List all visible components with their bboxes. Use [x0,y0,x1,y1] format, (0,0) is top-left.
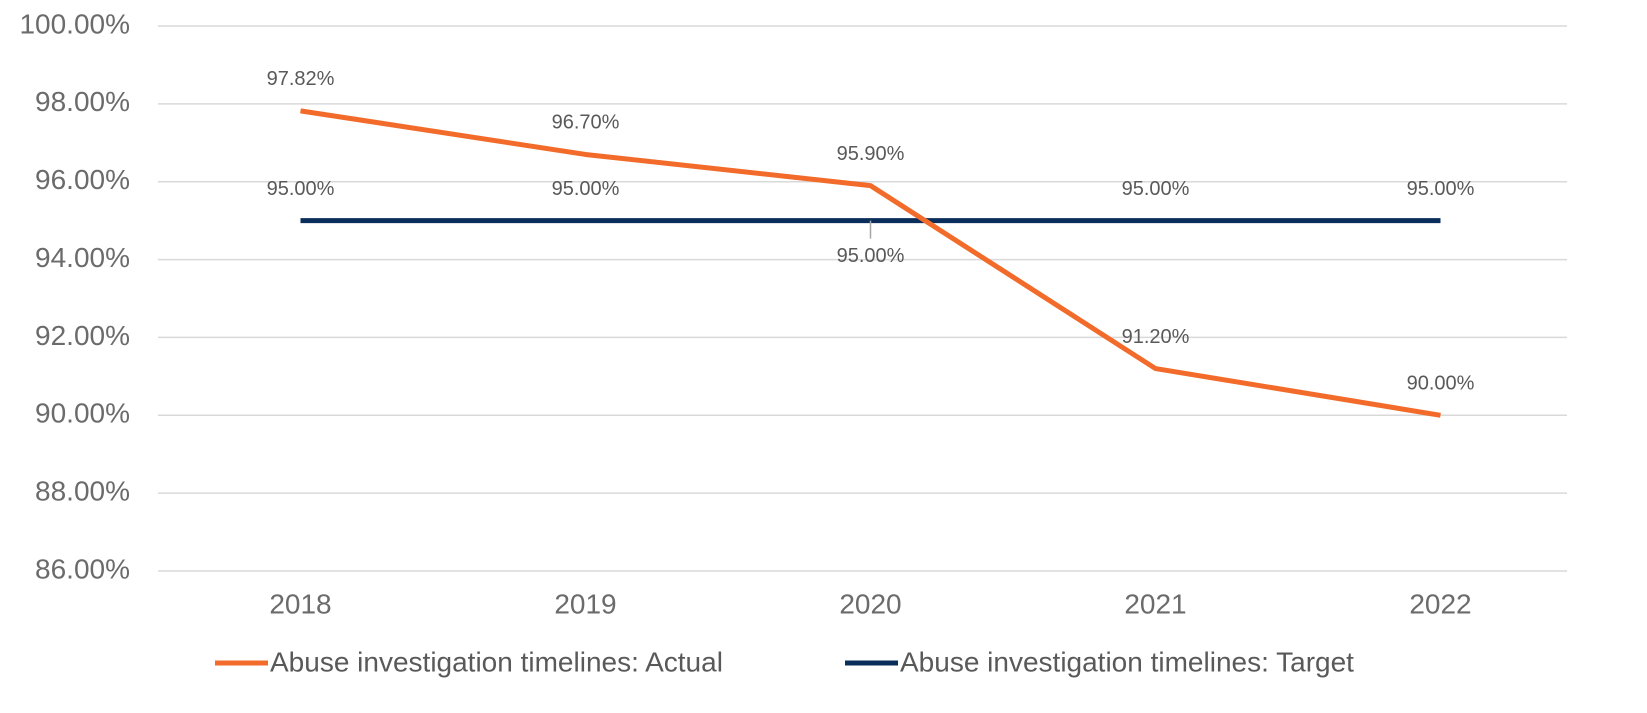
y-tick-label: 100.00% [19,8,130,39]
x-tick-label: 2021 [1124,588,1186,619]
data-label: 95.90% [837,143,905,165]
legend-label: Abuse investigation timelines: Target [900,646,1354,677]
data-label: 95.00% [552,178,620,200]
data-label: 95.00% [1122,178,1190,200]
y-tick-label: 94.00% [35,242,130,273]
y-tick-label: 86.00% [35,553,130,584]
x-tick-label: 2019 [554,588,616,619]
data-label: 95.00% [837,245,905,267]
x-tick-label: 2022 [1409,588,1471,619]
y-tick-label: 98.00% [35,86,130,117]
x-tick-label: 2018 [269,588,331,619]
data-label: 91.20% [1122,326,1190,348]
x-tick-label: 2020 [839,588,901,619]
y-tick-label: 96.00% [35,164,130,195]
data-label: 95.00% [1407,178,1475,200]
legend-label: Abuse investigation timelines: Actual [270,646,723,677]
y-tick-label: 90.00% [35,398,130,429]
data-label: 97.82% [267,68,335,90]
series-line [300,108,1441,418]
y-tick-label: 92.00% [35,320,130,351]
data-label: 96.70% [552,112,620,134]
data-label: 95.00% [267,178,335,200]
y-tick-label: 88.00% [35,476,130,507]
data-label: 90.00% [1407,373,1475,395]
